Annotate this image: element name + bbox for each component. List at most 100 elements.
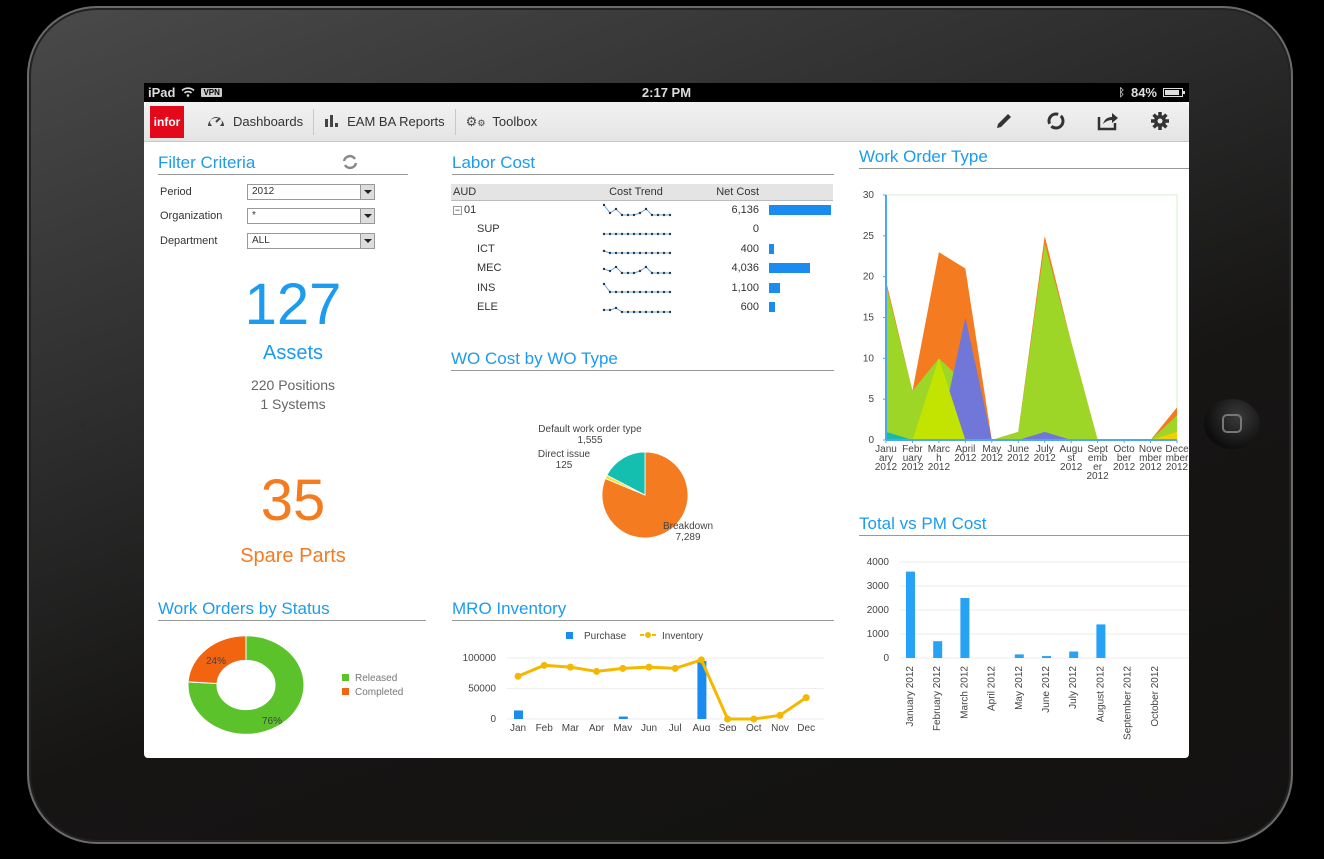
svg-text:100000: 100000 — [463, 653, 497, 664]
svg-text:mber: mber — [1139, 453, 1162, 464]
svg-text:0: 0 — [883, 653, 889, 664]
net-cost-bar — [761, 298, 833, 318]
work-orders-status-title: Work Orders by Status — [158, 599, 426, 621]
mro-inventory-title: MRO Inventory — [452, 599, 834, 621]
refresh-icon[interactable] — [1045, 110, 1067, 132]
mro-inventory-chart[interactable]: Purchase Inventory 100000 50000 0 Jan Feb Mar Ap… — [452, 631, 834, 731]
status-donut-chart[interactable]: 76% 24% — [184, 633, 314, 743]
bar-chart-icon — [324, 113, 340, 130]
svg-text:Nove: Nove — [1139, 444, 1163, 455]
svg-text:Direct issue: Direct issue — [538, 449, 591, 460]
svg-text:2012: 2012 — [1060, 462, 1083, 473]
svg-text:Febr: Febr — [902, 444, 923, 455]
svg-text:20: 20 — [863, 272, 875, 283]
table-row[interactable]: INS 1,100 — [451, 278, 833, 298]
svg-text:7,289: 7,289 — [675, 532, 700, 543]
svg-text:Jul: Jul — [669, 723, 682, 731]
svg-text:3000: 3000 — [867, 581, 890, 592]
svg-text:2012: 2012 — [954, 453, 977, 464]
legend-item: Released — [342, 673, 403, 684]
net-cost-value: 600 — [740, 301, 759, 314]
table-row[interactable]: −01 6,136 — [451, 200, 833, 220]
gear-icon[interactable] — [1149, 110, 1171, 132]
table-row[interactable]: ICT 400 — [451, 239, 833, 259]
nav-dashboards[interactable]: Dashboards — [196, 109, 313, 135]
table-row[interactable]: MEC 4,036 — [451, 259, 833, 279]
purchase-bar — [697, 661, 707, 719]
svg-text:Dec: Dec — [797, 723, 815, 731]
net-cost-bar — [761, 239, 833, 259]
svg-text:October 2012: October 2012 — [1150, 666, 1161, 727]
svg-text:uary: uary — [903, 453, 922, 464]
svg-text:September 2012: September 2012 — [1123, 666, 1134, 740]
pencil-icon[interactable] — [993, 110, 1015, 132]
svg-text:Octo: Octo — [1114, 444, 1136, 455]
collapse-icon[interactable]: − — [453, 205, 462, 215]
assets-count[interactable]: 127 — [244, 272, 342, 337]
department-select[interactable]: ALL — [247, 233, 375, 249]
inventory-point — [671, 664, 679, 672]
svg-text:Purchase: Purchase — [584, 631, 627, 642]
cost-trend-sparkline — [591, 220, 681, 240]
work-order-type-area-chart[interactable]: 051015202530January2012February2012March… — [856, 187, 1189, 487]
filter-refresh-icon[interactable] — [342, 154, 358, 175]
svg-text:24%: 24% — [206, 656, 226, 667]
labor-cost-table: AUD Cost Trend Net Cost −01 6,136 SUP 0 ICT 4… — [451, 184, 833, 317]
purchase-bar — [514, 710, 523, 719]
net-cost-value: 1,100 — [731, 281, 759, 294]
total-vs-pm-cost-chart[interactable]: 4000 3000 2000 1000 0 January 2012 February 20… — [856, 553, 1189, 758]
divider — [313, 108, 315, 135]
cost-bar — [960, 598, 970, 658]
row-name: ICT — [477, 242, 495, 255]
svg-text:2012: 2012 — [1087, 471, 1110, 482]
svg-text:Jan: Jan — [510, 723, 526, 731]
net-cost-bar — [761, 278, 833, 298]
table-row[interactable]: ELE 600 — [451, 298, 833, 318]
cost-bar — [1014, 654, 1024, 658]
positions-count: 220 Positions — [250, 377, 336, 393]
screen: iPad VPN 2:17 PM ᛒ 84% infor Dashboards … — [144, 83, 1189, 758]
svg-text:2012: 2012 — [901, 462, 924, 473]
chevron-down-icon[interactable] — [360, 234, 374, 248]
svg-text:May: May — [982, 444, 1001, 455]
battery-icon — [1163, 88, 1185, 97]
svg-text:125: 125 — [556, 460, 573, 471]
inventory-point — [776, 711, 784, 719]
row-name: ELE — [477, 301, 498, 314]
svg-text:Feb: Feb — [536, 723, 554, 731]
share-icon[interactable] — [1097, 110, 1119, 132]
inventory-point — [802, 694, 810, 702]
filter-organization-row: Organization * — [160, 208, 375, 224]
chevron-down-icon[interactable] — [360, 209, 374, 223]
svg-text:May 2012: May 2012 — [1014, 666, 1025, 710]
spare-parts-count[interactable]: 35 — [260, 468, 326, 533]
svg-text:2012: 2012 — [928, 462, 951, 473]
infor-logo[interactable]: infor — [150, 105, 184, 138]
home-button[interactable] — [1204, 399, 1260, 449]
cost-trend-sparkline — [591, 200, 681, 220]
svg-text:Breakdown: Breakdown — [663, 521, 713, 532]
cost-bar — [906, 571, 915, 658]
labor-cost-title: Labor Cost — [452, 153, 834, 175]
svg-text:April 2012: April 2012 — [987, 666, 998, 711]
row-name: INS — [477, 281, 496, 294]
svg-text:2012: 2012 — [1034, 453, 1057, 464]
svg-text:Oct: Oct — [746, 723, 762, 731]
donut-slice — [187, 635, 305, 735]
organization-select[interactable]: * — [247, 208, 375, 224]
nav-eam-ba-reports[interactable]: EAM BA Reports — [314, 109, 455, 135]
svg-text:ber: ber — [1117, 453, 1132, 464]
chevron-down-icon[interactable] — [360, 185, 374, 199]
period-select[interactable]: 2012 — [247, 184, 375, 200]
svg-text:Dece: Dece — [1165, 444, 1189, 455]
pie-slice — [606, 451, 646, 496]
svg-text:2012: 2012 — [1139, 462, 1162, 473]
svg-text:4000: 4000 — [867, 557, 890, 568]
nav-toolbox[interactable]: ⚙⚙ Toolbox — [465, 113, 538, 130]
svg-text:er: er — [1093, 462, 1103, 473]
table-row[interactable]: SUP 0 — [451, 220, 833, 240]
inventory-point — [540, 661, 548, 669]
cost-bar — [1069, 651, 1079, 658]
filter-department-row: Department ALL — [160, 233, 375, 249]
